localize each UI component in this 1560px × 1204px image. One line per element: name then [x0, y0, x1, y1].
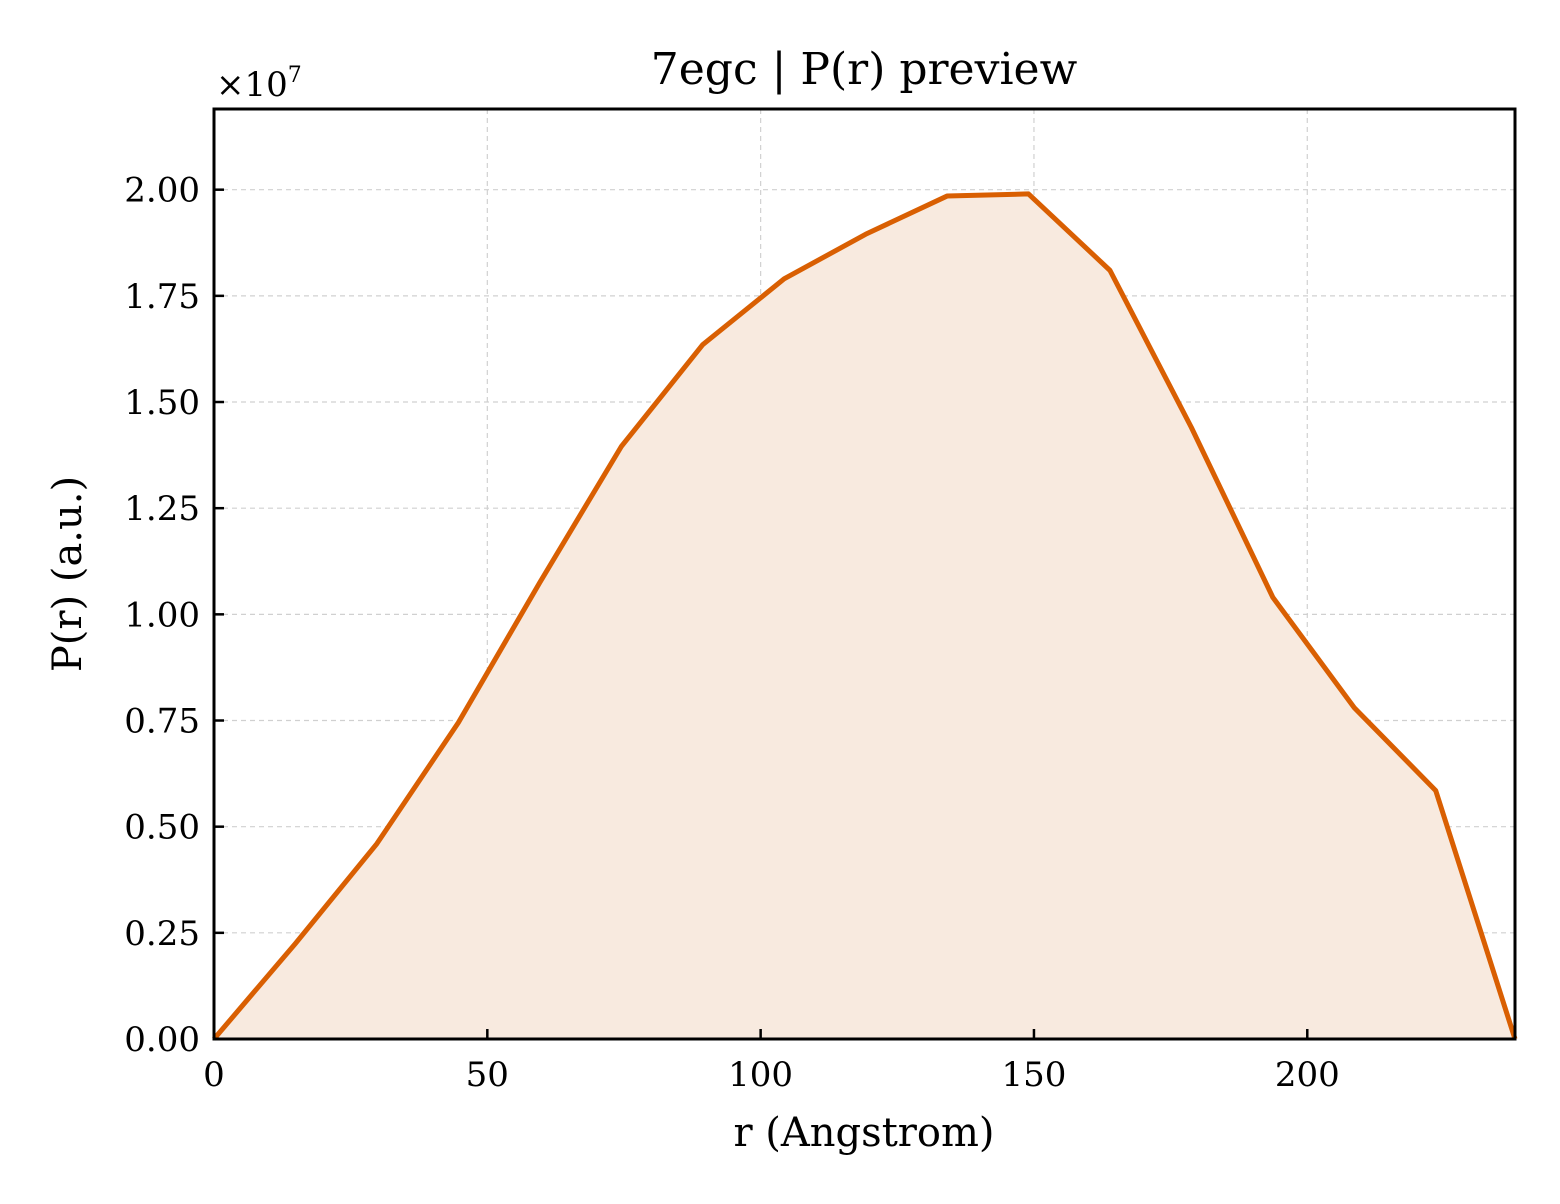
y-axis-label: P(r) (a.u.): [45, 476, 91, 672]
area-fill: [214, 193, 1515, 1039]
y-tick-label: 2.00: [124, 171, 200, 211]
y-tick-label: 0.75: [124, 702, 200, 742]
y-offset-label: ×107: [216, 63, 302, 105]
y-tick-label: 0.25: [124, 914, 200, 954]
chart-title: 7egc | P(r) preview: [651, 44, 1078, 95]
y-tick-label: 1.25: [124, 489, 200, 529]
y-offset-exponent: 7: [288, 63, 302, 88]
x-tick-label: 100: [728, 1055, 793, 1095]
y-tick-label: 0.00: [124, 1020, 200, 1060]
series-line: [212, 191, 1518, 1041]
x-tick-label: 150: [1002, 1055, 1067, 1095]
x-tick-label: 200: [1275, 1055, 1340, 1095]
x-tick-label: 0: [203, 1055, 225, 1095]
x-tick-label: 50: [466, 1055, 509, 1095]
y-tick-label: 1.75: [124, 277, 200, 317]
y-offset-base: ×10: [216, 65, 288, 105]
y-tick-label: 1.00: [124, 595, 200, 635]
y-tick-label: 0.50: [124, 808, 200, 848]
y-tick-label: 1.50: [124, 383, 200, 423]
plot-frame: [212, 107, 1517, 1041]
ticks: 0 50 100 150 200 0.00 0.25 0.50 0.75 1.00 1.25 1.50…: [124, 171, 1339, 1095]
x-axis-label: r (Angstrom): [733, 1110, 994, 1156]
